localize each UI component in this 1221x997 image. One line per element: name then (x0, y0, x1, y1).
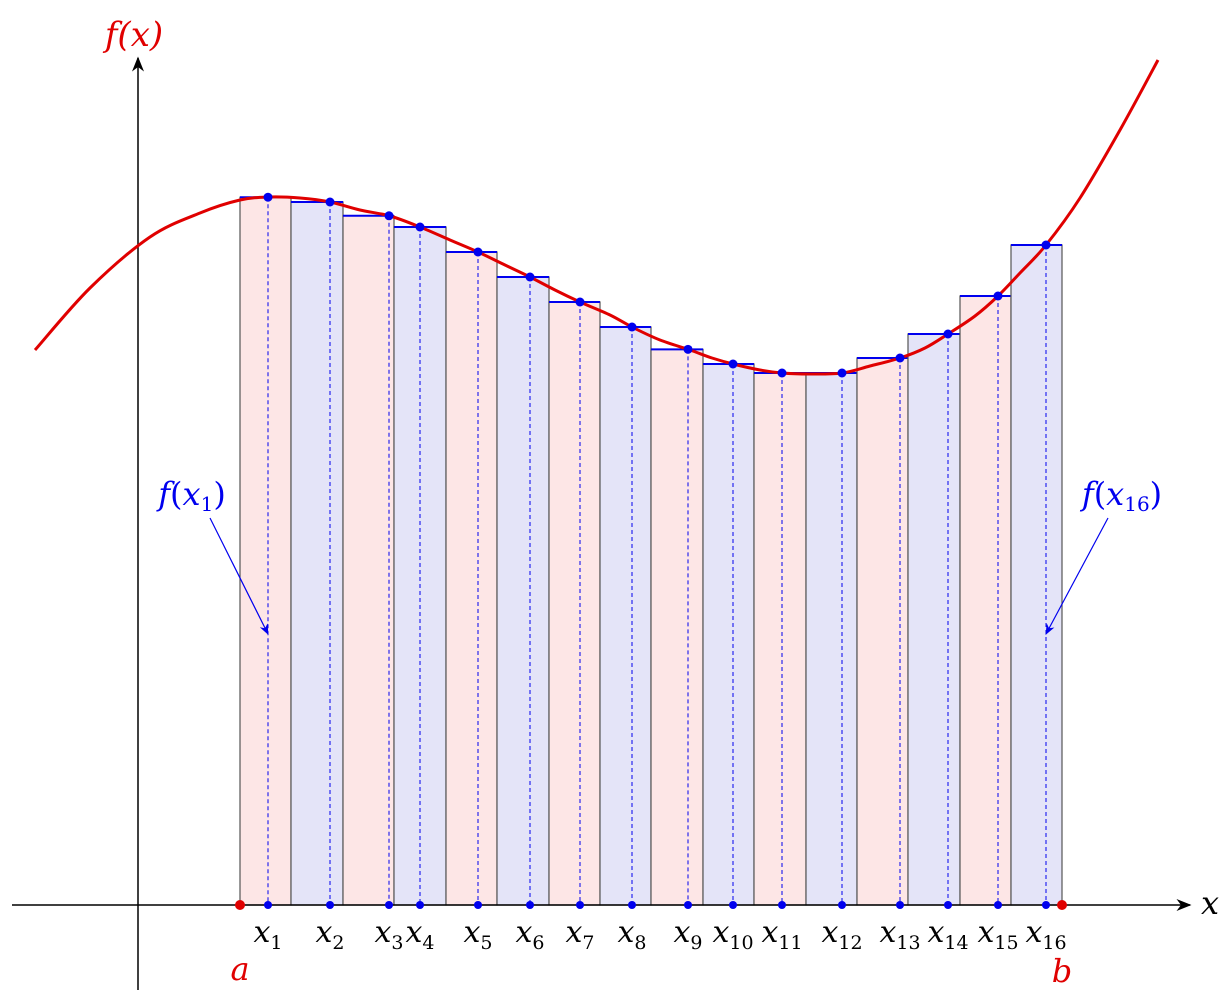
rectangle-12 (805, 372, 858, 906)
sample-point-14 (943, 329, 953, 339)
sample-label-x12: x12 (821, 915, 862, 954)
sample-base-point-14 (944, 901, 952, 909)
sample-base-point-7 (576, 901, 584, 909)
callout-last-label: f(x16) (1080, 475, 1162, 516)
sample-point-9 (683, 344, 693, 354)
sample-point-7 (575, 297, 585, 307)
rectangle-5 (445, 251, 498, 906)
sample-base-point-9 (684, 901, 692, 909)
sample-base-point-10 (729, 901, 737, 909)
endpoint-b-dot (1057, 900, 1067, 910)
sample-point-12 (837, 368, 847, 378)
sample-point-15 (993, 291, 1003, 301)
rectangle-2 (290, 201, 344, 906)
sample-label-x16: x16 (1025, 915, 1066, 954)
rectangle-8 (599, 326, 652, 906)
sample-dashes-group (267, 197, 1047, 905)
sample-base-point-16 (1042, 901, 1050, 909)
y-axis-label: f(x) (102, 15, 163, 55)
sample-label-x8: x8 (617, 915, 646, 954)
sample-point-4 (415, 222, 425, 232)
callout-first-arrow (209, 517, 269, 635)
sample-label-x3: x3 (374, 915, 403, 954)
sample-label-x11: x11 (761, 915, 802, 954)
sample-point-1 (263, 192, 273, 202)
rectangle-16 (1010, 244, 1063, 906)
sample-base-point-5 (474, 901, 482, 909)
sample-base-point-6 (526, 901, 534, 909)
sample-labels-group: x1 x2 x3 x4 x5 x6 x7 x8 x9 x10 x11 x12 x13 x14 x15 x16 (253, 915, 1066, 954)
sample-label-x4: x4 (405, 915, 434, 954)
sample-label-x2: x2 (315, 915, 344, 954)
sample-points-group (263, 192, 1051, 909)
sample-point-10 (728, 359, 738, 369)
rectangle-1 (239, 196, 292, 906)
sample-base-point-12 (838, 901, 846, 909)
rectangle-7 (548, 301, 601, 906)
rectangle-14 (907, 333, 961, 906)
sample-point-5 (473, 247, 483, 257)
sample-point-11 (777, 368, 787, 378)
sample-point-6 (525, 272, 535, 282)
rectangle-10 (702, 363, 755, 906)
sample-base-point-11 (778, 901, 786, 909)
sample-label-x14: x14 (927, 915, 968, 954)
sample-base-point-13 (896, 901, 904, 909)
sample-base-point-8 (628, 901, 636, 909)
sample-base-point-15 (994, 901, 1002, 909)
sample-point-2 (325, 197, 335, 207)
rectangles-group (239, 196, 1063, 906)
endpoint-b-label: b (1052, 952, 1072, 990)
function-curve (33, 59, 1160, 376)
sample-label-x9: x9 (673, 915, 702, 954)
sample-label-x5: x5 (463, 915, 492, 954)
sample-label-x1: x1 (253, 915, 282, 954)
sample-label-x7: x7 (565, 915, 594, 954)
callout-first-label: f(x1) (156, 475, 226, 516)
sample-base-point-3 (385, 901, 393, 909)
x-axis-label: x (1201, 884, 1219, 922)
sample-point-13 (895, 353, 905, 363)
endpoint-a-label: a (230, 950, 249, 988)
rectangle-3 (342, 215, 395, 906)
sample-label-x6: x6 (515, 915, 544, 954)
sample-point-16 (1041, 240, 1051, 250)
sample-label-x13: x13 (879, 915, 920, 954)
sample-point-3 (384, 211, 394, 221)
rectangle-11 (753, 372, 807, 906)
sample-base-point-4 (416, 901, 424, 909)
rectangle-9 (650, 348, 704, 906)
rectangle-6 (496, 276, 550, 906)
callout-last-arrow (1045, 517, 1109, 635)
sample-point-8 (627, 322, 637, 332)
sample-base-point-1 (264, 901, 272, 909)
endpoint-a-dot (235, 900, 245, 910)
rectangle-15 (959, 295, 1012, 906)
sample-label-x15: x15 (977, 915, 1018, 954)
sample-label-x10: x10 (712, 915, 753, 954)
sample-base-point-2 (326, 901, 334, 909)
